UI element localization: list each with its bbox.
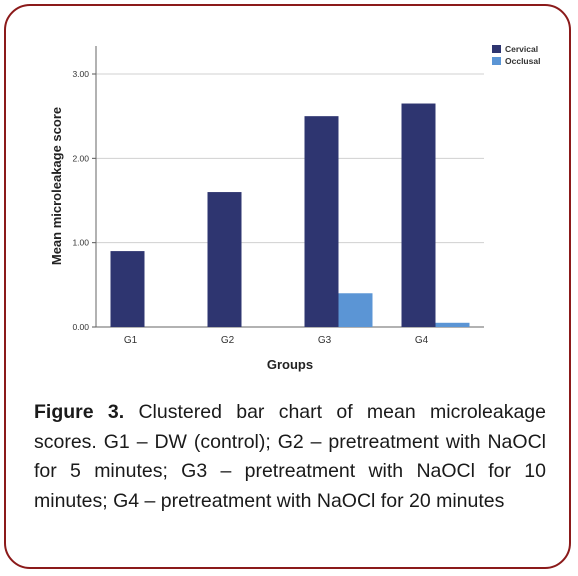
figure-caption: Figure 3. Clustered bar chart of mean mi… xyxy=(34,398,546,516)
y-tick-label: 1.00 xyxy=(72,238,89,248)
y-tick-label: 3.00 xyxy=(72,69,89,79)
bar-cervical-g2 xyxy=(207,192,242,327)
legend-label-occlusal: Occlusal xyxy=(505,56,540,66)
legend-swatch-cervical xyxy=(492,45,501,53)
bar-occlusal-g3 xyxy=(338,293,373,327)
x-tick-label: G3 xyxy=(318,335,332,346)
legend-swatch-occlusal xyxy=(492,57,501,65)
bar-cervical-g4 xyxy=(401,103,436,328)
caption-label: Figure 3. xyxy=(34,401,125,423)
x-axis-title: Groups xyxy=(267,357,313,372)
y-axis-title: Mean microleakage score xyxy=(49,107,64,265)
x-tick-label: G4 xyxy=(415,335,429,346)
caption-text: Clustered bar chart of mean microleakage… xyxy=(34,401,546,512)
bar-cervical-g1 xyxy=(110,251,145,327)
bar-occlusal-g4 xyxy=(435,322,470,327)
figure-frame xyxy=(4,4,571,569)
legend-label-cervical: Cervical xyxy=(505,44,538,54)
bar-cervical-g3 xyxy=(304,116,339,328)
y-tick-label: 2.00 xyxy=(72,153,89,163)
x-tick-label: G1 xyxy=(124,335,138,346)
y-tick-label: 0.00 xyxy=(72,322,89,332)
clustered-bar-chart: 0.00 1.00 2.00 3.00 G1 G2 G3 G4 Groups Mean micro… xyxy=(49,44,540,372)
x-tick-label: G2 xyxy=(221,335,235,346)
